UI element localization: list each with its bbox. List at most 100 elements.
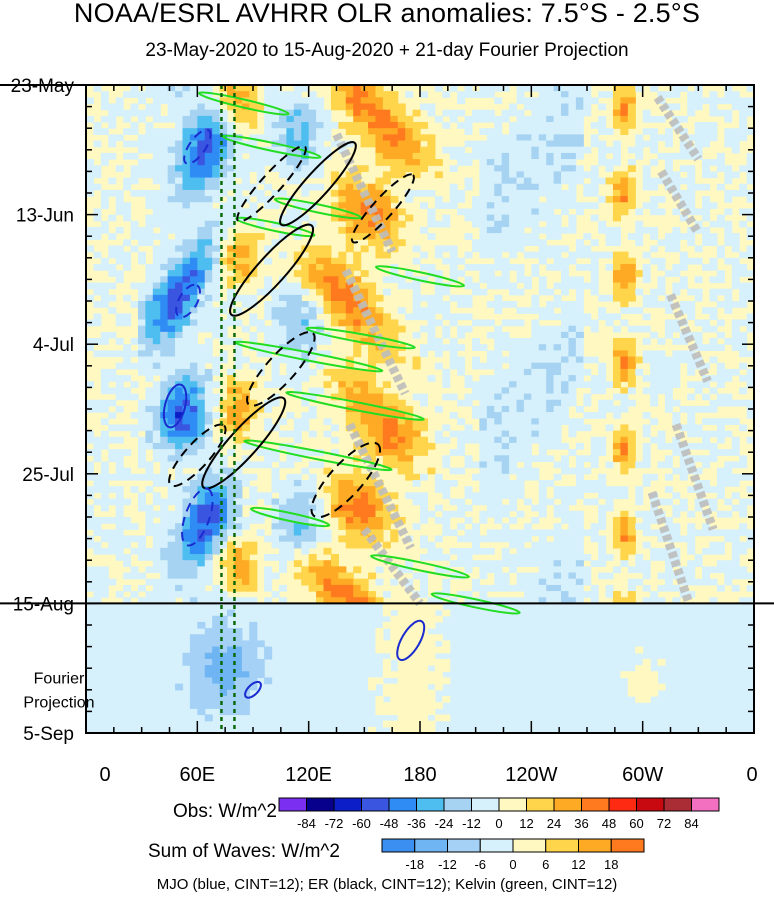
heatmap-cell bbox=[130, 430, 139, 438]
heatmap-cell bbox=[86, 523, 95, 530]
heatmap-cell bbox=[301, 467, 310, 475]
heatmap-cell bbox=[397, 356, 406, 364]
projection-cell bbox=[204, 665, 213, 672]
heatmap-cell bbox=[189, 220, 198, 228]
heatmap-cell bbox=[353, 405, 362, 413]
heatmap-cell bbox=[390, 461, 399, 469]
heatmap-cell bbox=[189, 449, 198, 456]
heatmap-cell bbox=[123, 239, 132, 247]
heatmap-cell bbox=[145, 591, 154, 598]
heatmap-cell bbox=[197, 591, 206, 598]
heatmap-cell bbox=[457, 122, 466, 129]
heatmap-cell bbox=[375, 177, 384, 185]
heatmap-cell bbox=[516, 319, 525, 327]
heatmap-cell bbox=[345, 412, 354, 419]
heatmap-cell bbox=[323, 307, 332, 314]
heatmap-cell bbox=[546, 97, 555, 105]
heatmap-cell bbox=[598, 492, 607, 500]
heatmap-cell bbox=[301, 128, 310, 135]
heatmap-cell bbox=[368, 529, 377, 537]
heatmap-cell bbox=[197, 159, 206, 166]
heatmap-cell bbox=[657, 362, 666, 370]
heatmap-cell bbox=[664, 362, 673, 370]
heatmap-cell bbox=[457, 270, 466, 277]
heatmap-cell bbox=[620, 442, 629, 450]
heatmap-cell bbox=[420, 436, 429, 444]
heatmap-cell bbox=[160, 362, 169, 370]
heatmap-cell bbox=[531, 418, 540, 426]
heatmap-cell bbox=[716, 430, 725, 438]
heatmap-cell bbox=[516, 412, 525, 419]
heatmap-cell bbox=[464, 128, 473, 135]
heatmap-cell bbox=[93, 122, 102, 129]
heatmap-cell bbox=[152, 412, 161, 419]
heatmap-cell bbox=[709, 257, 718, 265]
heatmap-cell bbox=[612, 356, 621, 364]
heatmap-cell bbox=[635, 288, 644, 296]
heatmap-cell bbox=[368, 455, 377, 463]
heatmap-cell bbox=[561, 461, 570, 469]
heatmap-cell bbox=[612, 282, 621, 290]
heatmap-cell bbox=[538, 504, 547, 512]
heatmap-cell bbox=[538, 338, 547, 345]
heatmap-cell bbox=[249, 498, 258, 506]
heatmap-cell bbox=[642, 263, 651, 271]
heatmap-cell bbox=[449, 529, 458, 537]
heatmap-cell bbox=[241, 523, 250, 530]
heatmap-cell bbox=[204, 214, 213, 222]
heatmap-cell bbox=[553, 109, 562, 117]
heatmap-cell bbox=[724, 473, 733, 481]
heatmap-cell bbox=[278, 91, 287, 98]
heatmap-cell bbox=[189, 560, 198, 567]
heatmap-cell bbox=[167, 479, 176, 487]
heatmap-cell bbox=[620, 375, 629, 382]
heatmap-cell bbox=[397, 282, 406, 290]
projection-cell bbox=[241, 665, 250, 672]
heatmap-cell bbox=[100, 399, 109, 407]
heatmap-cell bbox=[241, 461, 250, 469]
heatmap-cell bbox=[486, 270, 495, 277]
heatmap-cell bbox=[464, 85, 473, 92]
heatmap-cell bbox=[145, 418, 154, 426]
heatmap-cell bbox=[345, 282, 354, 290]
heatmap-cell bbox=[642, 294, 651, 302]
heatmap-cell bbox=[293, 517, 302, 524]
heatmap-cell bbox=[100, 578, 109, 586]
heatmap-cell bbox=[241, 251, 250, 259]
heatmap-cell bbox=[612, 196, 621, 203]
heatmap-cell bbox=[605, 91, 614, 98]
heatmap-cell bbox=[449, 313, 458, 321]
heatmap-cell bbox=[464, 436, 473, 444]
heatmap-cell bbox=[501, 226, 510, 234]
projection-cell bbox=[234, 640, 243, 648]
heatmap-cell bbox=[501, 196, 510, 203]
heatmap-cell bbox=[390, 208, 399, 216]
heatmap-cell bbox=[382, 140, 391, 148]
heatmap-cell bbox=[598, 554, 607, 561]
heatmap-cell bbox=[568, 523, 577, 530]
heatmap-cell bbox=[716, 214, 725, 222]
projection-cell bbox=[219, 652, 228, 660]
heatmap-cell bbox=[256, 152, 265, 160]
heatmap-cell bbox=[598, 541, 607, 549]
heatmap-cell bbox=[523, 572, 532, 580]
heatmap-cell bbox=[123, 449, 132, 456]
heatmap-cell bbox=[86, 294, 95, 302]
heatmap-cell bbox=[568, 319, 577, 327]
heatmap-cell bbox=[575, 424, 584, 432]
heatmap-cell bbox=[360, 134, 369, 142]
heatmap-cell bbox=[145, 375, 154, 382]
heatmap-cell bbox=[316, 529, 325, 537]
heatmap-cell bbox=[123, 152, 132, 160]
heatmap-cell bbox=[368, 412, 377, 419]
heatmap-cell bbox=[212, 196, 221, 203]
heatmap-cell bbox=[620, 517, 629, 524]
heatmap-cell bbox=[672, 436, 681, 444]
heatmap-cell bbox=[301, 504, 310, 512]
heatmap-cell bbox=[115, 449, 124, 456]
heatmap-cell bbox=[100, 115, 109, 123]
heatmap-cell bbox=[724, 97, 733, 105]
heatmap-cell bbox=[227, 560, 236, 567]
heatmap-cell bbox=[278, 356, 287, 364]
heatmap-cell bbox=[420, 393, 429, 401]
